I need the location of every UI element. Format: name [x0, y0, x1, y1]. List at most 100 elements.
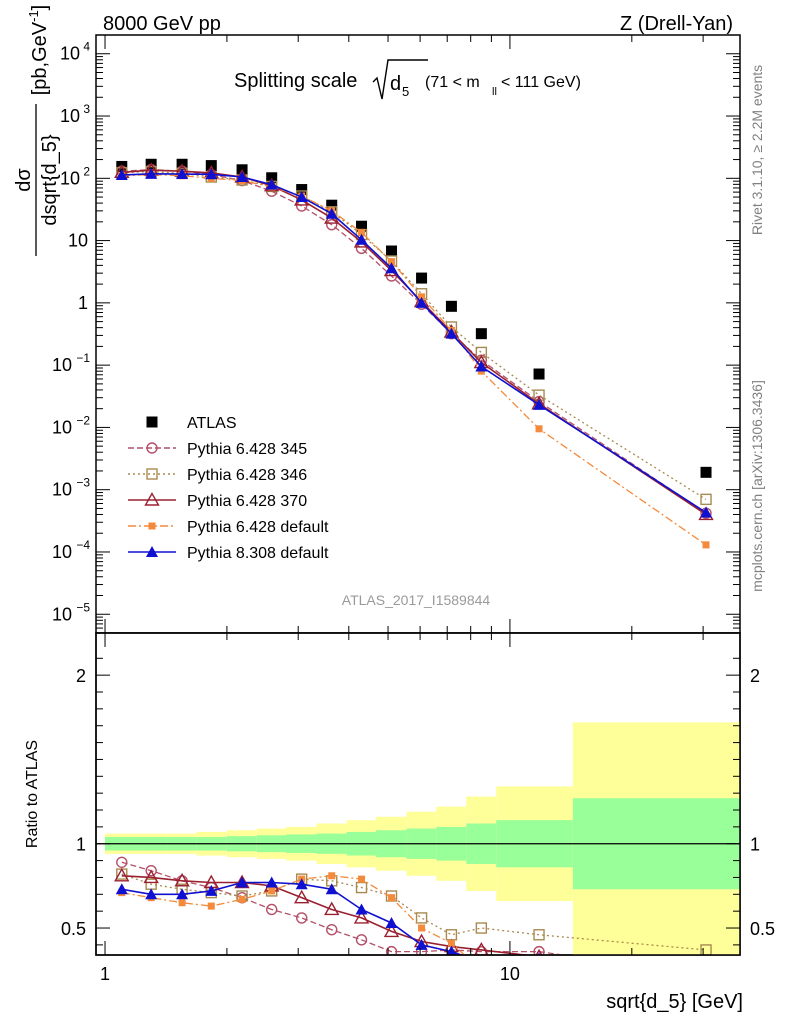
- analysis-id-label: ATLAS_2017_I1589844: [342, 592, 491, 608]
- ratio-point: [355, 934, 368, 946]
- y-tick-label: 10: [52, 355, 72, 375]
- data-point: [416, 272, 428, 284]
- legend-label: ATLAS: [187, 415, 237, 432]
- y-tick-label: 10: [60, 106, 80, 126]
- ratio-point: [701, 970, 711, 980]
- ratio-point: [385, 945, 398, 955]
- y-tick-label-base: 10: [52, 355, 72, 375]
- ratio-point: [700, 970, 713, 982]
- ratio-point: [328, 872, 336, 880]
- ratio-point: [415, 912, 428, 924]
- data-point: [475, 360, 488, 372]
- ratio-panel: 0.5 0.5 1 1 2 2: [61, 632, 775, 994]
- ratio-y-tick-label: 0.5: [61, 919, 86, 939]
- y-tick-label-base: 10: [60, 44, 80, 64]
- y-tick-label: 10: [52, 417, 72, 437]
- y-tick-label: 10: [60, 44, 80, 64]
- mcplots-label: mcplots.cern.ch [arXiv:1306.3436]: [749, 380, 765, 592]
- legend-marker: [146, 416, 158, 428]
- y-label-unit: [pb,GeV-1]: [26, 5, 51, 96]
- ratio-point: [355, 903, 368, 915]
- ratio-y-tick-label-right: 1: [750, 835, 760, 855]
- y-tick-label: 10: [68, 231, 88, 251]
- legend-item: Pythia 6.428 345: [128, 441, 307, 458]
- y-label-denominator: dsqrt{d_5}: [39, 134, 61, 226]
- ratio-point: [383, 923, 400, 938]
- data-point: [388, 258, 396, 266]
- y-tick-label-exponent: 3: [83, 102, 90, 116]
- legend-marker: [146, 546, 158, 557]
- ratio-point: [145, 888, 158, 900]
- ratio-point: [143, 869, 159, 884]
- legend-item: ATLAS: [146, 415, 237, 432]
- main-series-layer: [114, 158, 714, 549]
- legend-item: Pythia 6.428 default: [128, 519, 329, 536]
- ratio-point: [293, 889, 310, 904]
- data-point: [533, 368, 545, 380]
- y-tick-label-exponent: −3: [76, 476, 90, 490]
- data-point: [445, 300, 457, 312]
- data-point: [355, 233, 368, 245]
- ratio-y-axis-label: Ratio to ATLAS: [24, 740, 41, 848]
- legend-label: Pythia 6.428 default: [187, 519, 329, 536]
- y-tick-label-exponent: −2: [76, 413, 90, 427]
- data-point: [296, 184, 308, 196]
- ratio-line: [121, 874, 532, 955]
- ratio-y-tick-label-right: 2: [750, 666, 760, 686]
- data-point: [535, 425, 543, 433]
- data-point: [326, 218, 338, 231]
- data-point: [700, 466, 712, 478]
- ratio-y-tick-label-right: 0.5: [750, 919, 775, 939]
- data-point: [325, 207, 338, 219]
- plot-title: Splitting scale: [234, 70, 357, 92]
- series-pythia-8-308-default: [115, 167, 713, 518]
- x-tick-label: 10: [500, 964, 520, 984]
- legend-label: Pythia 6.428 370: [187, 493, 307, 510]
- data-point: [415, 296, 428, 308]
- plot-title-variable-symbol: d: [390, 73, 401, 95]
- data-point: [445, 327, 458, 339]
- ratio-point: [533, 929, 545, 941]
- ratio-point: [145, 865, 157, 877]
- main-panel-frame: [95, 34, 741, 634]
- ratio-point: [295, 878, 308, 890]
- y-label-numerator: dσ: [13, 168, 35, 192]
- ratio-point: [415, 938, 428, 950]
- ratio-point: [178, 899, 186, 907]
- ratio-point: [418, 924, 426, 932]
- data-point: [700, 493, 712, 506]
- ratio-line: [121, 861, 568, 955]
- ratio-series-pythia-8-308-default: [115, 876, 541, 955]
- ratio-point: [176, 888, 189, 900]
- ratio-point: [388, 894, 396, 902]
- legend-item: Pythia 8.308 default: [128, 545, 329, 562]
- plot-title-cut-suffix: < 111 GeV): [501, 74, 581, 91]
- ratio-point: [358, 875, 366, 883]
- y-tick-label: 10: [52, 604, 72, 624]
- ratio-point: [115, 883, 128, 895]
- data-point: [205, 168, 218, 180]
- ratio-point: [353, 909, 370, 924]
- y-tick-label-base: 10: [52, 604, 72, 624]
- plot-title-variable-index: 5: [402, 84, 409, 99]
- legend-marker: [146, 468, 158, 480]
- collision-energy-label: 8000 GeV pp: [103, 13, 221, 35]
- y-tick-label-exponent: 4: [83, 40, 90, 54]
- ratio-point: [268, 887, 276, 895]
- y-tick-label-base: 10: [52, 542, 72, 562]
- plot-title-cut-prefix: (71 < m: [425, 74, 480, 91]
- ratio-point: [478, 967, 485, 974]
- legend-label: Pythia 6.428 345: [187, 441, 307, 458]
- y-tick-label: 10: [52, 480, 72, 500]
- ratio-point: [475, 922, 488, 934]
- ratio-point: [326, 924, 338, 936]
- main-y-axis-label: dσ dsqrt{d_5} [pb,GeV-1]: [13, 5, 61, 256]
- data-point: [386, 245, 398, 257]
- ratio-point: [385, 916, 398, 928]
- ratio-point: [174, 872, 190, 887]
- data-point: [356, 220, 368, 232]
- data-point: [475, 328, 487, 340]
- ratio-point: [536, 987, 543, 994]
